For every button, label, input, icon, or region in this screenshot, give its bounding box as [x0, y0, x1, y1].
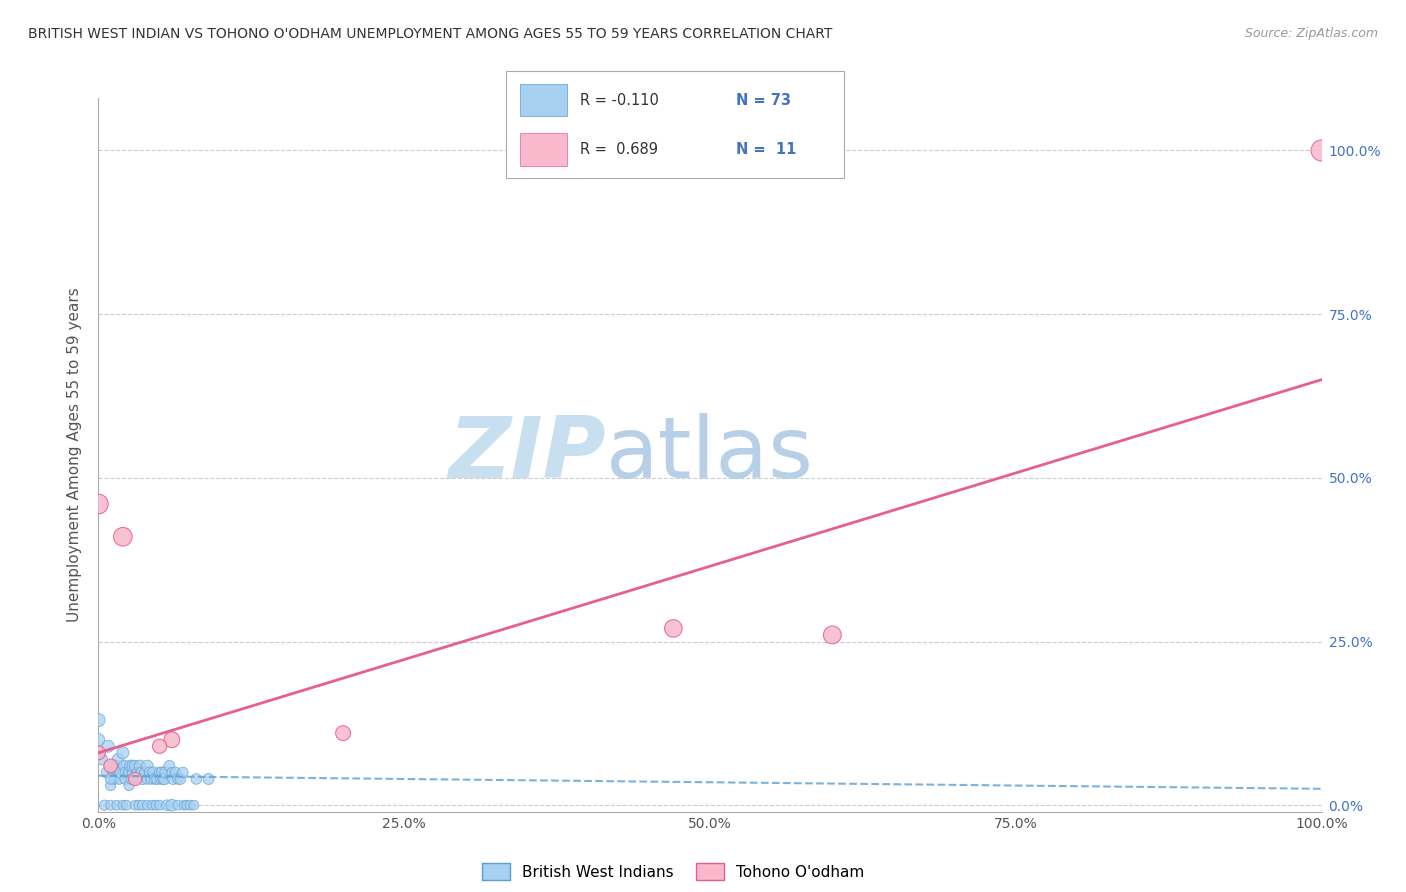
Point [103, 772, 125, 786]
Point [662, 621, 685, 635]
Point [134, 765, 156, 780]
Point [129, 765, 152, 780]
FancyBboxPatch shape [520, 134, 567, 166]
Text: R =  0.689: R = 0.689 [581, 142, 658, 157]
Point [101, 759, 124, 773]
Point [139, 765, 162, 780]
Point [105, 759, 128, 773]
Point [162, 772, 184, 786]
Point [121, 759, 143, 773]
Point [87, 713, 110, 727]
Point [118, 765, 141, 780]
Point [100, 798, 122, 813]
Point [172, 765, 194, 780]
Point [152, 772, 174, 786]
Point [111, 530, 134, 544]
Point [124, 772, 146, 786]
Point [173, 798, 195, 813]
Point [93, 798, 115, 813]
Point [107, 752, 129, 766]
Point [112, 759, 135, 773]
Point [114, 765, 136, 780]
Point [197, 772, 219, 786]
Point [332, 726, 354, 740]
Point [96, 765, 118, 780]
Point [124, 759, 146, 773]
Point [129, 759, 152, 773]
Point [1310, 144, 1333, 158]
Point [139, 772, 162, 786]
Y-axis label: Unemployment Among Ages 55 to 59 years: Unemployment Among Ages 55 to 59 years [67, 287, 83, 623]
Text: ZIP: ZIP [449, 413, 606, 497]
Point [101, 765, 124, 780]
Point [179, 798, 201, 813]
Point [120, 772, 142, 786]
Point [186, 772, 208, 786]
Point [150, 765, 173, 780]
Point [167, 798, 190, 813]
Point [105, 798, 128, 813]
Point [156, 798, 179, 813]
Point [136, 759, 159, 773]
Text: N =  11: N = 11 [735, 142, 796, 157]
Point [111, 798, 134, 813]
Point [143, 772, 166, 786]
Point [821, 628, 844, 642]
Point [136, 772, 159, 786]
Point [160, 798, 183, 813]
Point [183, 798, 205, 813]
Point [110, 765, 132, 780]
Text: R = -0.110: R = -0.110 [581, 93, 659, 108]
Point [87, 497, 110, 511]
Point [157, 759, 180, 773]
Point [100, 772, 122, 786]
Point [155, 765, 177, 780]
Point [115, 798, 138, 813]
Point [176, 798, 198, 813]
Point [111, 746, 134, 760]
Point [153, 772, 176, 786]
Point [169, 772, 191, 786]
Point [160, 765, 183, 780]
Point [128, 798, 150, 813]
Point [118, 779, 141, 793]
Point [131, 772, 153, 786]
Point [127, 765, 149, 780]
FancyBboxPatch shape [520, 84, 567, 116]
Point [124, 772, 146, 786]
Point [121, 765, 143, 780]
Point [114, 772, 136, 786]
Text: atlas: atlas [606, 413, 814, 497]
Point [142, 765, 165, 780]
Text: N = 73: N = 73 [735, 93, 790, 108]
Text: Source: ZipAtlas.com: Source: ZipAtlas.com [1244, 27, 1378, 40]
Point [149, 765, 172, 780]
FancyBboxPatch shape [506, 71, 844, 178]
Point [167, 772, 190, 786]
Point [124, 798, 146, 813]
Point [145, 798, 167, 813]
Point [141, 798, 163, 813]
Point [87, 746, 110, 760]
Point [108, 772, 131, 786]
Legend: British West Indians, Tohono O'odham: British West Indians, Tohono O'odham [477, 857, 870, 886]
Point [87, 746, 110, 760]
Point [87, 732, 110, 747]
Point [100, 779, 122, 793]
Point [136, 798, 159, 813]
Text: BRITISH WEST INDIAN VS TOHONO O'ODHAM UNEMPLOYMENT AMONG AGES 55 TO 59 YEARS COR: BRITISH WEST INDIAN VS TOHONO O'ODHAM UN… [28, 27, 832, 41]
Point [100, 759, 122, 773]
Point [91, 752, 114, 766]
Point [160, 732, 183, 747]
Point [149, 739, 172, 754]
Point [149, 772, 172, 786]
Point [149, 798, 172, 813]
Point [131, 798, 153, 813]
Point [120, 759, 142, 773]
Point [97, 739, 120, 754]
Point [146, 772, 169, 786]
Point [165, 765, 187, 780]
